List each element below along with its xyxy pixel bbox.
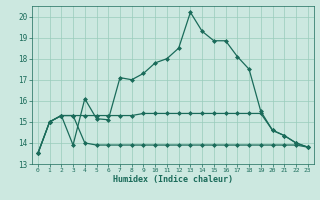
X-axis label: Humidex (Indice chaleur): Humidex (Indice chaleur) xyxy=(113,175,233,184)
